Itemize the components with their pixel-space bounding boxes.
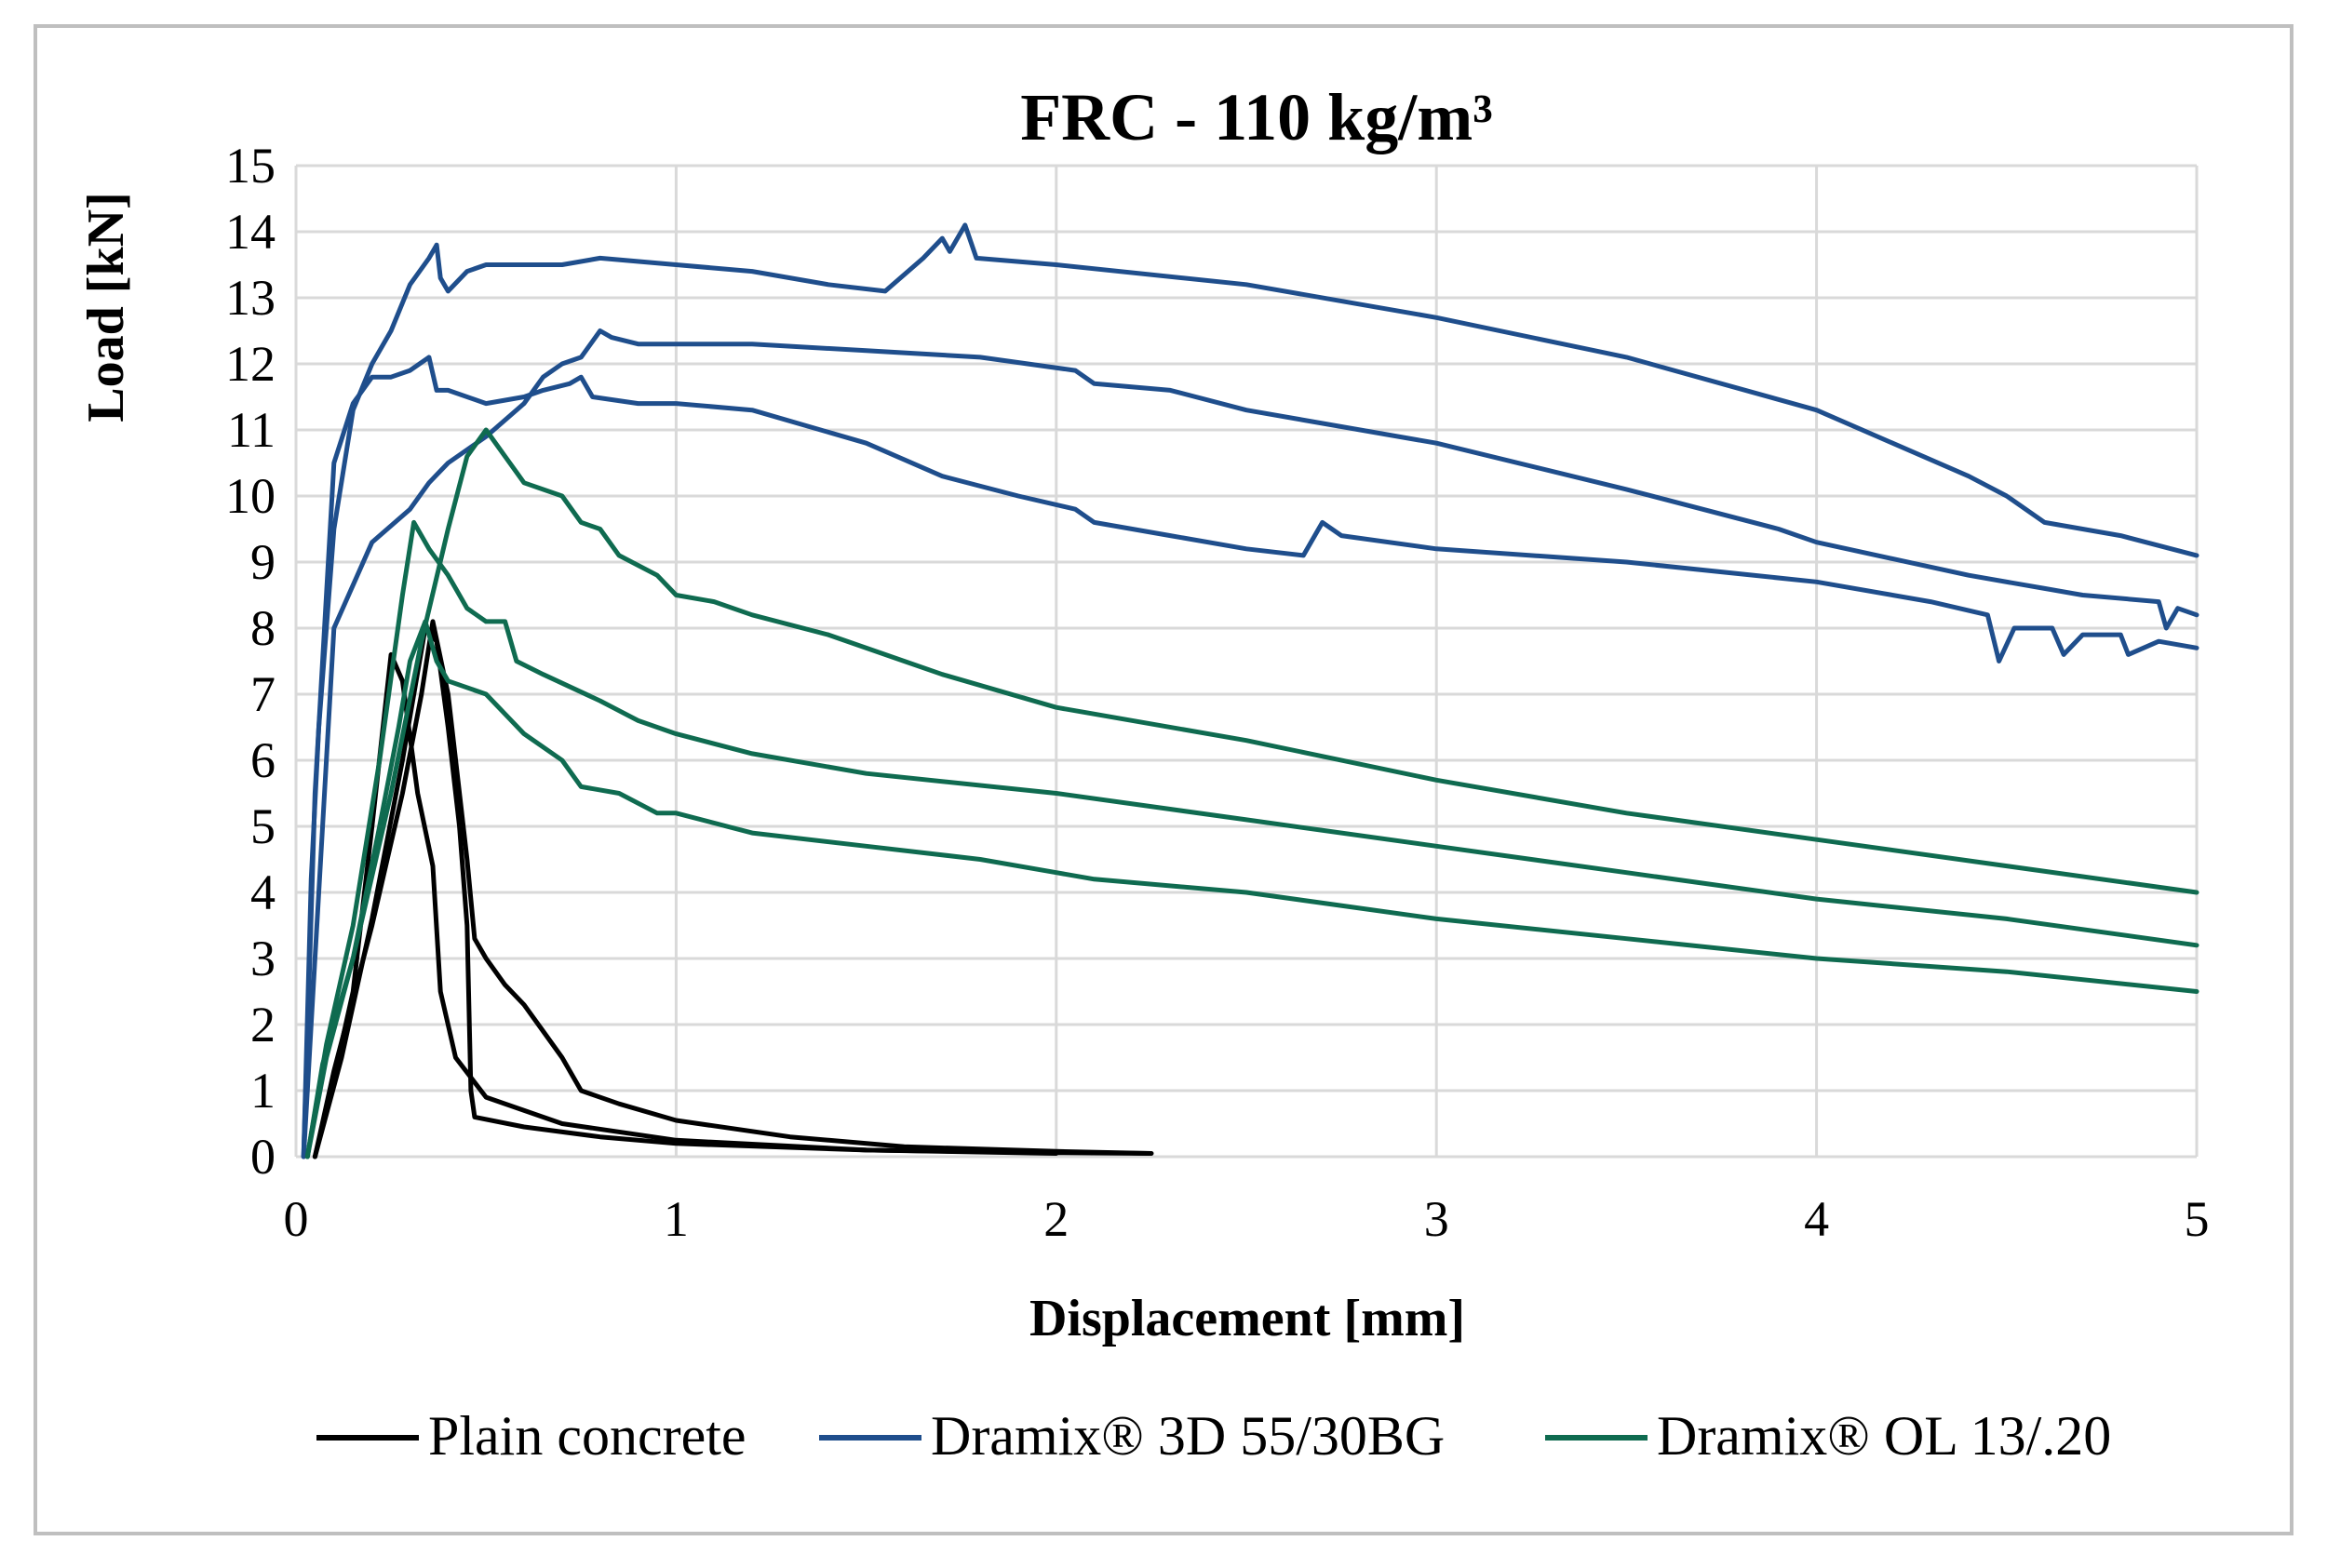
x-tick-label: 4 <box>1804 1191 1829 1247</box>
series-lines <box>301 222 2199 1159</box>
y-axis-label: Load [kN] <box>77 192 135 422</box>
y-tick-label: 12 <box>225 336 276 392</box>
series-line-plain-concrete-3 <box>312 625 1059 1159</box>
legend-label: Dramix® 3D 55/30BG <box>931 1405 1445 1467</box>
y-tick-label: 14 <box>225 204 276 260</box>
x-tick-label: 2 <box>1043 1191 1069 1247</box>
y-tick-label: 13 <box>225 270 276 326</box>
y-tick-label: 6 <box>250 732 276 788</box>
x-axis-ticks: 0 1 2 3 4 5 <box>284 1191 2210 1247</box>
legend-label: Dramix® OL 13/.20 <box>1657 1405 2111 1467</box>
y-tick-label: 7 <box>250 666 276 722</box>
x-tick-label: 3 <box>1424 1191 1449 1247</box>
series-line-dramix-ol-13-20-8 <box>304 519 2199 1159</box>
y-tick-label: 9 <box>250 534 276 590</box>
series-line-dramix-3d-55-30bg-5 <box>301 355 2199 1159</box>
y-tick-label: 10 <box>225 468 276 524</box>
gridlines <box>294 164 2199 1159</box>
series-line-dramix-3d-55-30bg-6 <box>301 328 2199 1159</box>
series-line-dramix-ol-13-20-9 <box>304 427 2199 1159</box>
y-tick-label: 3 <box>250 931 276 986</box>
y-tick-label: 8 <box>250 600 276 656</box>
series-line-dramix-3d-55-30bg-4 <box>301 222 2199 1159</box>
x-axis-label: Displacement [mm] <box>1029 1290 1465 1347</box>
y-tick-label: 5 <box>250 798 276 854</box>
y-tick-label: 1 <box>250 1063 276 1119</box>
y-tick-label: 2 <box>250 997 276 1052</box>
x-tick-label: 0 <box>284 1191 309 1247</box>
x-tick-label: 5 <box>2185 1191 2210 1247</box>
legend-label: Plain concrete <box>428 1405 747 1467</box>
series-line-plain-concrete-2 <box>312 619 1154 1159</box>
x-tick-label: 1 <box>664 1191 689 1247</box>
y-tick-label: 4 <box>250 864 276 920</box>
y-tick-label: 11 <box>227 402 276 458</box>
legend: Plain concrete Dramix® 3D 55/30BG Dramix® … <box>316 1405 2111 1467</box>
y-tick-label: 15 <box>225 138 276 194</box>
series-line-dramix-ol-13-20-7 <box>304 619 2199 1159</box>
chart-title: FRC - 110 kg/m³ <box>1020 80 1493 154</box>
y-tick-label: 0 <box>250 1129 276 1185</box>
